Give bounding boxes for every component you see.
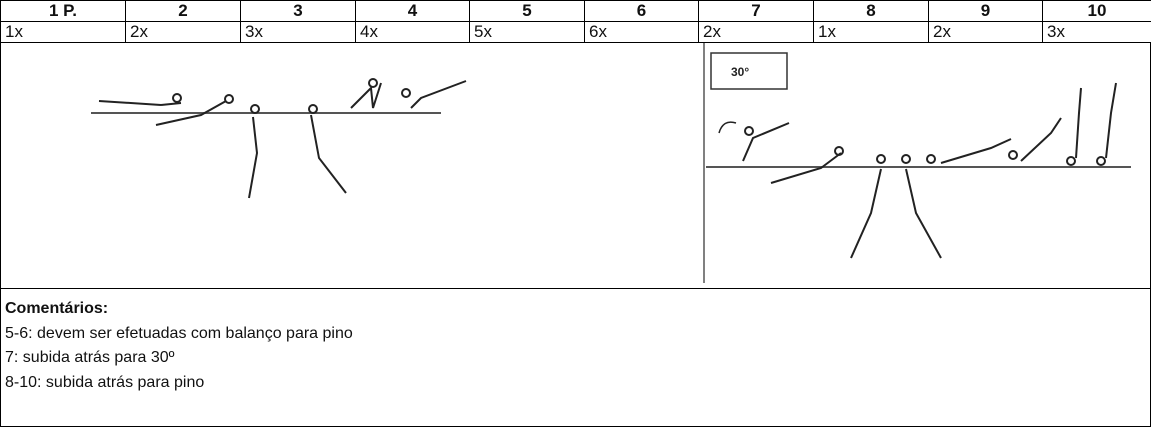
- reps-cell: 3x: [241, 22, 356, 43]
- header-cell: 5: [470, 1, 585, 22]
- comment-line: 5-6: devem ser efetuadas com balanço par…: [5, 322, 1146, 347]
- left-figures: [99, 79, 466, 198]
- reps-cell: 1x: [814, 22, 929, 43]
- header-cell: 3: [241, 1, 356, 22]
- reps-cell: 3x: [1043, 22, 1151, 43]
- comment-line: 7: subida atrás para 30º: [5, 346, 1146, 371]
- figure-row: 30°: [0, 43, 1151, 289]
- header-cell: 2: [126, 1, 241, 22]
- comments-title: Comentários:: [5, 297, 1146, 322]
- reps-cell: 2x: [929, 22, 1043, 43]
- reps-cell: 4x: [356, 22, 470, 43]
- header-cell: 8: [814, 1, 929, 22]
- comment-line: 8-10: subida atrás para pino: [5, 371, 1146, 396]
- header-cell: 9: [929, 1, 1043, 22]
- header-cell: 6: [585, 1, 699, 22]
- angle-label: 30°: [731, 65, 749, 79]
- figures: 30°: [1, 43, 1150, 289]
- reps-cell: 5x: [470, 22, 585, 43]
- comment-lines: 5-6: devem ser efetuadas com balanço par…: [5, 322, 1146, 396]
- comments: Comentários: 5-6: devem ser efetuadas co…: [0, 289, 1151, 427]
- header-cell: 7: [699, 1, 814, 22]
- reps-cell: 2x: [126, 22, 241, 43]
- header-cell: 10: [1043, 1, 1151, 22]
- reps-cell: 6x: [585, 22, 699, 43]
- right-figures: [743, 83, 1116, 258]
- header-cell: 1 P.: [1, 1, 126, 22]
- reps-cell: 2x: [699, 22, 814, 43]
- header-cell: 4: [356, 1, 470, 22]
- reps-cell: 1x: [1, 22, 126, 43]
